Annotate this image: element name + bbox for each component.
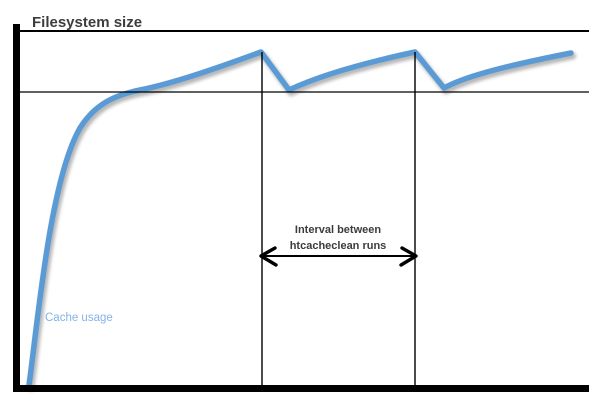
svg-text:Filesystem size: Filesystem size — [32, 14, 142, 31]
svg-text:Cache usage: Cache usage — [45, 312, 113, 324]
svg-text:Interval between: Interval between — [295, 224, 381, 236]
svg-text:htcacheclean runs: htcacheclean runs — [290, 240, 387, 252]
